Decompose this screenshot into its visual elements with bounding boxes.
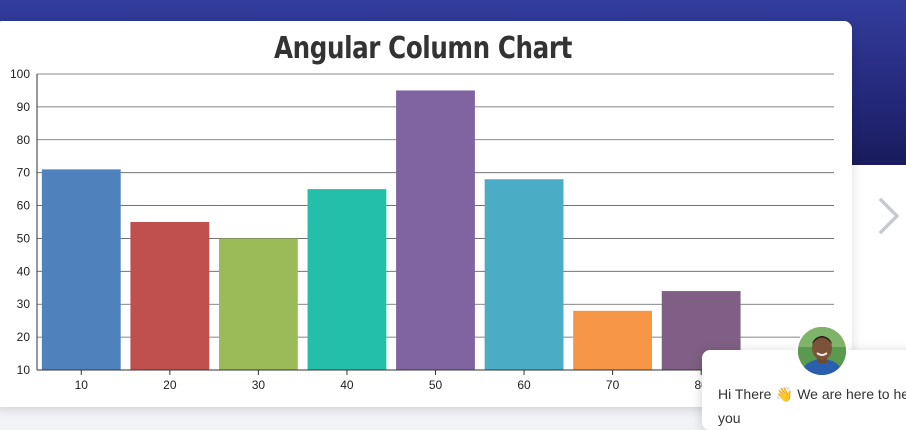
x-tick-label: 40 (340, 378, 354, 392)
x-tick-label: 70 (606, 378, 620, 392)
bar-60 (484, 179, 564, 370)
bar-70 (573, 310, 653, 370)
x-tick-label: 60 (517, 378, 531, 392)
y-tick-label: 100 (10, 67, 30, 81)
chat-agent-avatar[interactable] (798, 327, 846, 375)
chevron-right-icon (879, 198, 899, 234)
bar-30 (218, 238, 298, 370)
bar-20 (130, 222, 210, 370)
y-tick-label: 60 (17, 199, 31, 213)
x-tick-label: 30 (252, 378, 266, 392)
y-tick-label: 90 (17, 100, 31, 114)
chat-greeting-prefix: Hi There (718, 386, 776, 402)
x-tick-label: 20 (163, 378, 177, 392)
x-tick-label: 50 (429, 378, 443, 392)
chat-greeting: Hi There 👋 We are here to he (718, 383, 906, 405)
bar-40 (307, 189, 387, 370)
agent-avatar-icon (798, 327, 846, 375)
bar-10 (41, 169, 121, 370)
y-tick-label: 20 (17, 330, 31, 344)
chart-title: Angular Column Chart (274, 31, 572, 66)
y-tick-label: 70 (17, 166, 31, 180)
wave-hand-icon: 👋 (775, 386, 794, 402)
y-tick-label: 30 (17, 297, 31, 311)
next-slide-button[interactable] (871, 194, 905, 238)
y-tick-label: 10 (17, 363, 31, 377)
y-tick-label: 80 (17, 133, 31, 147)
chat-greeting-line2: you (718, 410, 741, 426)
x-tick-label: 10 (75, 378, 89, 392)
bar-50 (396, 90, 475, 370)
chart-card: Angular Column Chart 10 20 30 40 50 60 70 80 90 1… (0, 21, 852, 407)
y-tick-label: 40 (17, 264, 31, 278)
y-tick-label: 50 (17, 231, 31, 245)
chat-greeting-suffix: We are here to he (793, 386, 906, 402)
column-chart: 1020304050607080901001020304050607080 (10, 67, 834, 392)
